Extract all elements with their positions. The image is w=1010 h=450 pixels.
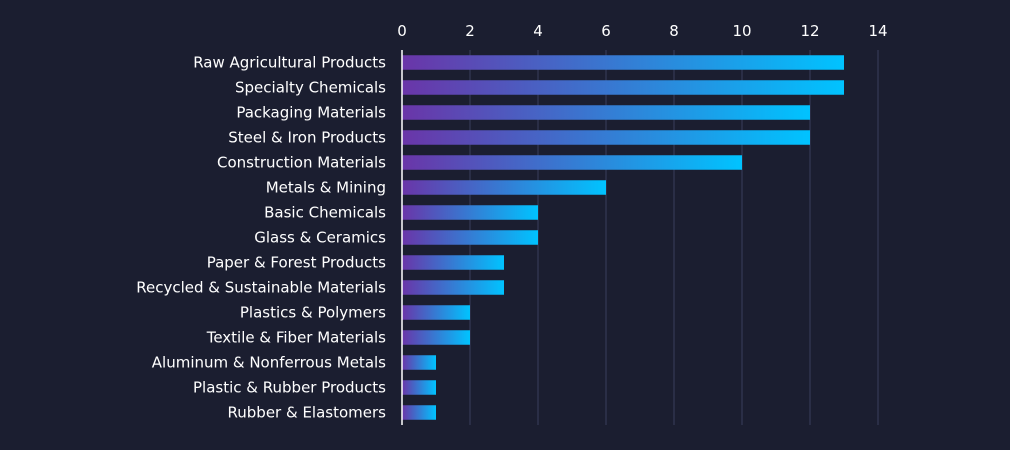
bar <box>402 230 538 245</box>
bar <box>402 55 844 70</box>
category-label: Raw Agricultural Products <box>193 54 386 72</box>
category-label: Steel & Iron Products <box>228 129 386 147</box>
x-tick-label: 12 <box>800 22 819 40</box>
bar <box>402 105 810 120</box>
category-label: Plastics & Polymers <box>240 304 386 322</box>
x-tick-label: 6 <box>601 22 611 40</box>
bar <box>402 205 538 220</box>
category-label: Construction Materials <box>217 154 386 172</box>
category-label: Paper & Forest Products <box>207 254 386 272</box>
bar <box>402 255 504 270</box>
x-tick-label: 4 <box>533 22 543 40</box>
bar <box>402 180 606 195</box>
bar <box>402 355 436 370</box>
category-labels: Raw Agricultural Products Specialty Chemi… <box>136 54 386 422</box>
x-tick-label: 10 <box>732 22 751 40</box>
category-label: Rubber & Elastomers <box>228 404 387 422</box>
bars <box>402 55 844 420</box>
bar <box>402 305 470 320</box>
x-tick-label: 14 <box>868 22 887 40</box>
category-label: Specialty Chemicals <box>235 79 386 97</box>
bar <box>402 330 470 345</box>
category-label: Textile & Fiber Materials <box>206 329 386 347</box>
bar <box>402 405 436 420</box>
category-label: Metals & Mining <box>266 179 386 197</box>
bar <box>402 130 810 145</box>
bar <box>402 155 742 170</box>
category-label: Basic Chemicals <box>264 204 386 222</box>
x-tick-label: 2 <box>465 22 475 40</box>
x-tick-label: 0 <box>397 22 407 40</box>
bar <box>402 80 844 95</box>
bar <box>402 280 504 295</box>
category-label: Packaging Materials <box>236 104 386 122</box>
bar <box>402 380 436 395</box>
category-label: Glass & Ceramics <box>254 229 386 247</box>
x-axis-ticks: 0 2 4 6 8 10 12 14 <box>397 22 887 40</box>
category-label: Plastic & Rubber Products <box>193 379 386 397</box>
x-tick-label: 8 <box>669 22 679 40</box>
category-label: Recycled & Sustainable Materials <box>136 279 386 297</box>
category-label: Aluminum & Nonferrous Metals <box>152 354 386 372</box>
